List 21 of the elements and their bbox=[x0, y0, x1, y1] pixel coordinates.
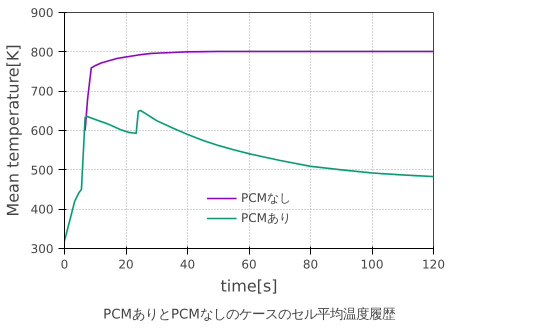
y-tick-label: 400 bbox=[30, 202, 54, 217]
y-tick-label: 700 bbox=[30, 84, 54, 99]
y-tick-label: 600 bbox=[30, 124, 54, 138]
legend-label: PCMなし bbox=[241, 190, 291, 206]
x-tick-label: 100 bbox=[360, 258, 384, 272]
x-tick-label: 120 bbox=[422, 258, 445, 272]
line-series bbox=[64, 110, 434, 242]
y-axis-title: Mean temperature[K] bbox=[4, 44, 23, 217]
x-tick-label: 0 bbox=[60, 258, 68, 272]
y-tick-label: 800 bbox=[30, 45, 54, 60]
x-tick-label: 20 bbox=[118, 258, 134, 272]
x-tick-label: 80 bbox=[302, 258, 318, 272]
x-tick-label: 60 bbox=[241, 258, 257, 272]
text: PCMありとPCMなしのケースのセル平均温度履歴 bbox=[103, 306, 395, 322]
y-tick-label: 300 bbox=[30, 242, 54, 256]
y-tick-label: 900 bbox=[30, 6, 54, 20]
x-axis-title: time[s] bbox=[220, 276, 278, 296]
y-tick-label: 500 bbox=[30, 163, 54, 178]
x-tick-label: 40 bbox=[180, 258, 196, 272]
line-series bbox=[84, 50, 434, 132]
legend-label: PCMあり bbox=[241, 210, 291, 226]
